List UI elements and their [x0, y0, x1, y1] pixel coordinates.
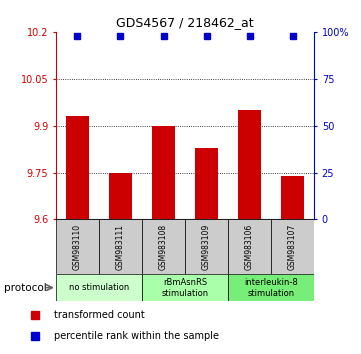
Text: GSM983109: GSM983109 [202, 224, 211, 270]
Bar [271, 219, 314, 274]
Bar [56, 219, 99, 274]
Bar [185, 219, 228, 274]
Bar [142, 274, 228, 301]
Text: GSM983111: GSM983111 [116, 224, 125, 270]
Bar [66, 116, 89, 219]
Text: no stimulation: no stimulation [69, 283, 129, 292]
Text: transformed count: transformed count [54, 309, 145, 320]
Bar [238, 110, 261, 219]
Text: interleukin-8
stimulation: interleukin-8 stimulation [244, 278, 298, 298]
Text: protocol: protocol [4, 282, 46, 293]
Bar [56, 274, 142, 301]
Title: GDS4567 / 218462_at: GDS4567 / 218462_at [116, 16, 254, 29]
Bar [109, 172, 132, 219]
Text: GSM983108: GSM983108 [159, 224, 168, 270]
Bar [281, 176, 304, 219]
Bar [142, 219, 185, 274]
Bar [99, 219, 142, 274]
Bar [152, 126, 175, 219]
Text: percentile rank within the sample: percentile rank within the sample [54, 331, 219, 341]
Text: GSM983106: GSM983106 [245, 224, 254, 270]
Bar [195, 148, 218, 219]
Bar [228, 274, 314, 301]
Text: GSM983107: GSM983107 [288, 224, 297, 270]
Bar [228, 219, 271, 274]
Text: GSM983110: GSM983110 [73, 224, 82, 270]
Text: rBmAsnRS
stimulation: rBmAsnRS stimulation [161, 278, 209, 298]
